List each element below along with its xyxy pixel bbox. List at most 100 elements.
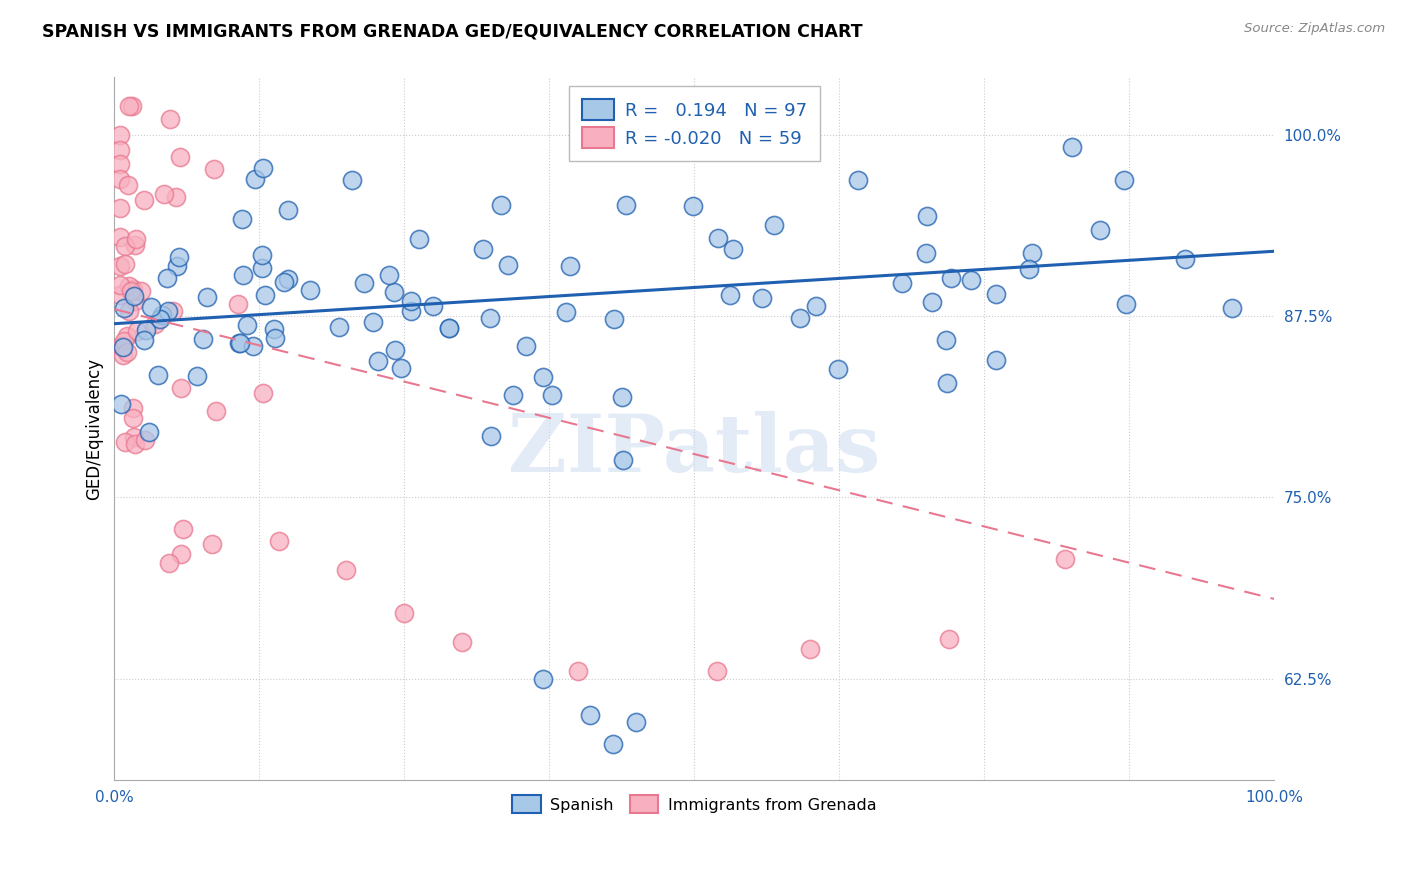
Point xyxy=(1054,552,1077,566)
Point xyxy=(115,328,138,343)
Point xyxy=(489,197,512,211)
Text: Source: ZipAtlas.com: Source: ZipAtlas.com xyxy=(1244,22,1385,36)
Point xyxy=(231,212,253,227)
Point xyxy=(122,401,145,416)
Point xyxy=(124,238,146,252)
Point xyxy=(120,284,142,298)
Point xyxy=(269,533,291,548)
Point xyxy=(125,232,148,246)
Point xyxy=(451,635,474,649)
Point xyxy=(156,303,179,318)
Point xyxy=(226,297,249,311)
Point xyxy=(718,288,741,302)
Point xyxy=(986,353,1008,368)
Point xyxy=(935,333,957,347)
Point xyxy=(515,339,537,353)
Point xyxy=(117,344,139,359)
Point xyxy=(915,246,938,260)
Point xyxy=(146,368,169,383)
Point xyxy=(122,410,145,425)
Point xyxy=(143,317,166,331)
Point xyxy=(706,231,728,245)
Point xyxy=(533,672,555,686)
Point xyxy=(162,304,184,318)
Point xyxy=(135,323,157,337)
Point xyxy=(340,173,363,187)
Point xyxy=(149,312,172,326)
Point xyxy=(496,258,519,272)
Point xyxy=(232,268,254,282)
Point xyxy=(165,189,187,203)
Point xyxy=(938,632,960,646)
Point xyxy=(603,312,626,326)
Point xyxy=(554,304,576,318)
Point xyxy=(298,283,321,297)
Point xyxy=(117,178,139,192)
Point xyxy=(110,397,132,411)
Point xyxy=(235,318,257,332)
Point xyxy=(108,259,131,273)
Point xyxy=(394,607,416,621)
Point xyxy=(195,290,218,304)
Point xyxy=(437,321,460,335)
Point xyxy=(789,311,811,326)
Point xyxy=(124,293,146,308)
Legend: Spanish, Immigrants from Grenada: Spanish, Immigrants from Grenada xyxy=(501,784,887,825)
Point xyxy=(118,99,141,113)
Point xyxy=(378,268,401,282)
Point xyxy=(602,737,624,751)
Point xyxy=(1021,245,1043,260)
Point xyxy=(167,250,190,264)
Point xyxy=(229,335,252,350)
Point xyxy=(157,556,180,570)
Point xyxy=(108,128,131,143)
Point xyxy=(567,665,589,679)
Point xyxy=(612,452,634,467)
Point xyxy=(472,242,495,256)
Point xyxy=(134,433,156,447)
Point xyxy=(921,295,943,310)
Point xyxy=(915,209,938,223)
Point xyxy=(384,343,406,358)
Point xyxy=(846,172,869,186)
Point xyxy=(204,404,226,418)
Point xyxy=(1062,140,1084,154)
Point xyxy=(626,714,648,729)
Point xyxy=(202,162,225,177)
Point xyxy=(250,261,273,276)
Point xyxy=(353,276,375,290)
Point xyxy=(252,385,274,400)
Point xyxy=(936,376,959,391)
Point xyxy=(827,362,849,376)
Point xyxy=(263,331,285,345)
Text: SPANISH VS IMMIGRANTS FROM GRENADA GED/EQUIVALENCY CORRELATION CHART: SPANISH VS IMMIGRANTS FROM GRENADA GED/E… xyxy=(42,22,863,40)
Point xyxy=(984,286,1007,301)
Point xyxy=(112,301,135,315)
Point xyxy=(1222,301,1244,315)
Point xyxy=(367,353,389,368)
Point xyxy=(111,340,134,354)
Point xyxy=(273,275,295,289)
Point xyxy=(277,272,299,286)
Point xyxy=(150,308,173,322)
Point xyxy=(114,239,136,253)
Point xyxy=(121,99,143,113)
Point xyxy=(1018,262,1040,277)
Point xyxy=(612,390,634,404)
Point xyxy=(804,299,827,313)
Point xyxy=(110,339,132,353)
Point xyxy=(118,279,141,293)
Point xyxy=(751,291,773,305)
Point xyxy=(108,287,131,301)
Point xyxy=(328,319,350,334)
Point xyxy=(939,270,962,285)
Point xyxy=(114,434,136,449)
Point xyxy=(110,278,132,293)
Point xyxy=(531,370,554,384)
Point xyxy=(170,381,193,395)
Point xyxy=(1114,173,1136,187)
Point xyxy=(277,203,299,218)
Point xyxy=(399,293,422,308)
Point xyxy=(114,257,136,271)
Point xyxy=(706,665,728,679)
